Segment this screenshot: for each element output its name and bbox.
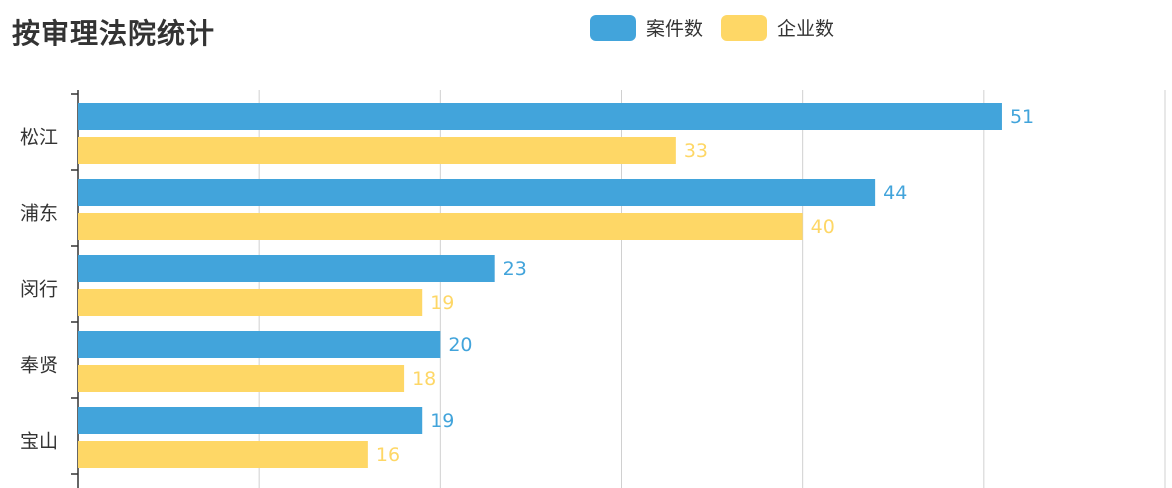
bar-1-2 <box>78 289 423 316</box>
bar-1-0 <box>78 137 676 164</box>
value-label-1-1: 40 <box>811 216 835 238</box>
bar-0-0 <box>78 103 1002 130</box>
legend-swatch-cases <box>590 14 636 41</box>
category-label-0: 松江 <box>20 127 58 149</box>
legend-item-cases[interactable]: 案件数 <box>590 14 703 41</box>
value-label-0-0: 51 <box>1010 106 1034 128</box>
bar-1-4 <box>78 441 368 468</box>
bar-1-3 <box>78 365 405 392</box>
value-label-0-2: 23 <box>503 258 527 280</box>
legend-swatch-companies <box>721 14 768 41</box>
value-label-1-2: 19 <box>430 292 454 314</box>
category-label-2: 闵行 <box>20 279 58 301</box>
legend-label-companies: 企业数 <box>777 18 835 40</box>
value-label-0-3: 20 <box>448 334 472 356</box>
value-label-1-0: 33 <box>684 140 708 162</box>
category-label-3: 奉贤 <box>20 355 58 377</box>
value-label-1-4: 16 <box>376 444 400 466</box>
legend-label-cases: 案件数 <box>646 18 704 40</box>
category-label-1: 浦东 <box>20 203 58 225</box>
value-label-0-4: 19 <box>430 410 454 432</box>
value-label-1-3: 18 <box>412 368 436 390</box>
value-label-0-1: 44 <box>883 182 907 204</box>
bar-1-1 <box>78 213 803 240</box>
bar-0-3 <box>78 331 441 358</box>
legend: 案件数 企业数 <box>590 14 852 41</box>
bar-0-4 <box>78 407 423 434</box>
bar-0-1 <box>78 179 876 206</box>
chart-title: 按审理法院统计 <box>12 17 216 50</box>
category-label-4: 宝山 <box>20 431 58 453</box>
legend-item-companies[interactable]: 企业数 <box>721 14 834 41</box>
bar-0-2 <box>78 255 495 282</box>
